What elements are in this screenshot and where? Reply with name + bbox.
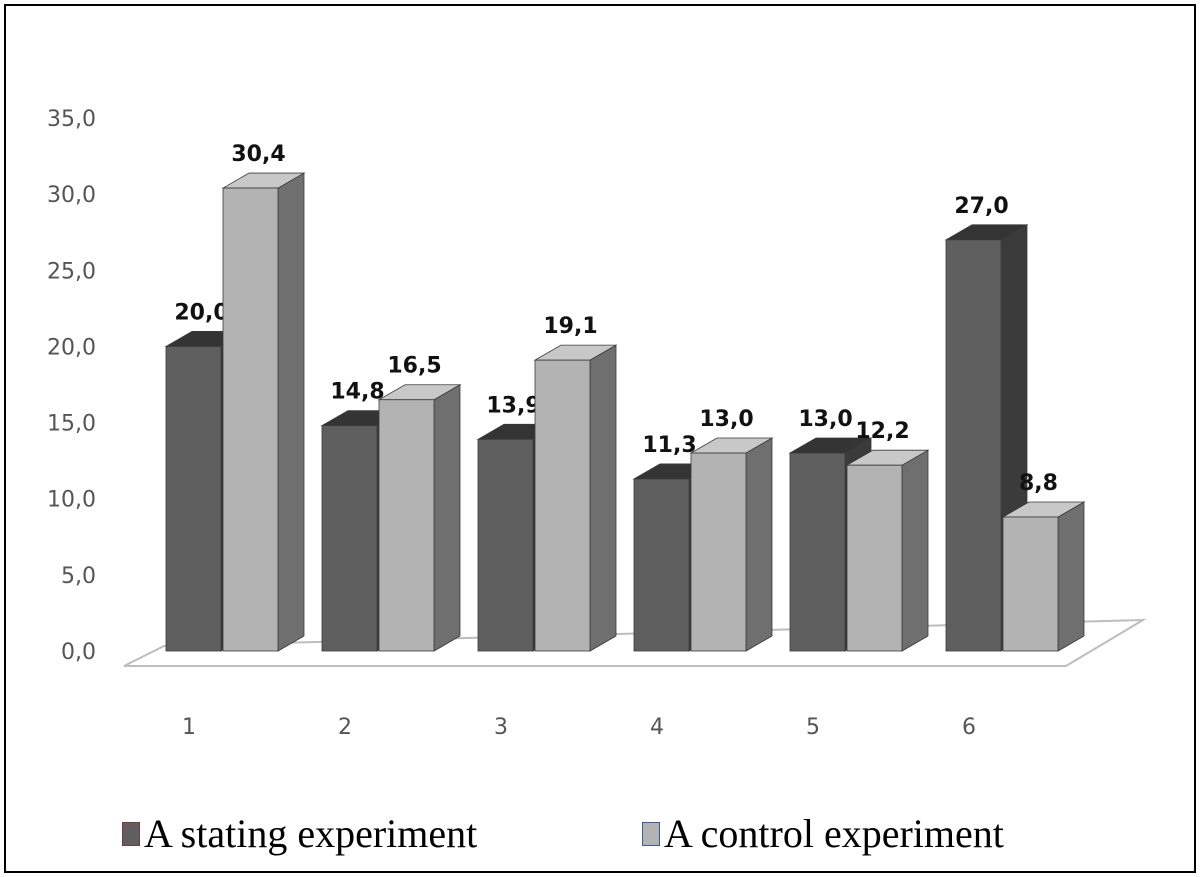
data-label: 20,0	[174, 300, 228, 325]
data-label: 13,0	[798, 407, 852, 432]
bar	[633, 478, 690, 652]
bar	[321, 425, 378, 652]
y-tick-label: 10,0	[47, 488, 96, 513]
legend-label-control: A control experiment	[664, 811, 1004, 856]
data-label: 16,5	[387, 354, 441, 379]
legend: A stating experiment A control experimen…	[6, 806, 1198, 866]
legend-label-stating: A stating experiment	[144, 811, 478, 856]
bar-side	[901, 449, 929, 652]
data-label: 12,2	[855, 419, 909, 444]
y-tick-label: 5,0	[61, 564, 96, 589]
bar	[690, 452, 747, 652]
x-tick-label: 4	[650, 715, 664, 740]
data-label: 13,0	[699, 407, 753, 432]
legend-item-stating: A stating experiment	[122, 810, 477, 857]
data-label: 11,3	[642, 433, 696, 458]
bar	[534, 359, 591, 652]
y-tick-label: 20,0	[47, 335, 96, 360]
bar	[378, 399, 435, 652]
y-tick-label: 35,0	[47, 107, 96, 132]
bar-side	[589, 344, 617, 652]
bar-chart: 0,0 5,0 10,0 15,0 20,0 25,0 30,0 35,0 1 2 3 4 5 6 20,0…	[47, 107, 1147, 740]
data-label: 13,9	[486, 393, 540, 418]
bar	[846, 464, 903, 652]
bar	[222, 187, 279, 652]
bar-side	[433, 384, 461, 652]
data-label: 27,0	[954, 194, 1008, 219]
chart-frame: 0,0 5,0 10,0 15,0 20,0 25,0 30,0 35,0 1 2 3 4 5 6 20,0…	[4, 4, 1196, 873]
x-tick-label: 6	[962, 715, 976, 740]
x-tick-label: 1	[182, 715, 196, 740]
x-tick-label: 5	[806, 715, 820, 740]
data-label: 8,8	[1019, 471, 1058, 496]
bar	[945, 239, 1002, 652]
data-label: 30,4	[231, 142, 285, 167]
legend-swatch-stating	[122, 821, 140, 846]
legend-swatch-control	[642, 821, 660, 846]
bar-side	[277, 172, 305, 652]
bar	[165, 346, 222, 652]
data-label: 19,1	[543, 314, 597, 339]
bar	[1002, 516, 1059, 652]
y-tick-label: 0,0	[61, 640, 96, 665]
y-tick-label: 15,0	[47, 412, 96, 437]
bar-side	[745, 437, 773, 652]
y-tick-label: 25,0	[47, 259, 96, 284]
y-tick-label: 30,0	[47, 183, 96, 208]
legend-item-control: A control experiment	[642, 810, 1004, 857]
bar	[789, 452, 846, 652]
data-label: 14,8	[330, 380, 384, 405]
x-tick-label: 2	[338, 715, 352, 740]
bar	[477, 438, 534, 652]
x-tick-label: 3	[494, 715, 508, 740]
bar-side	[1057, 501, 1085, 652]
